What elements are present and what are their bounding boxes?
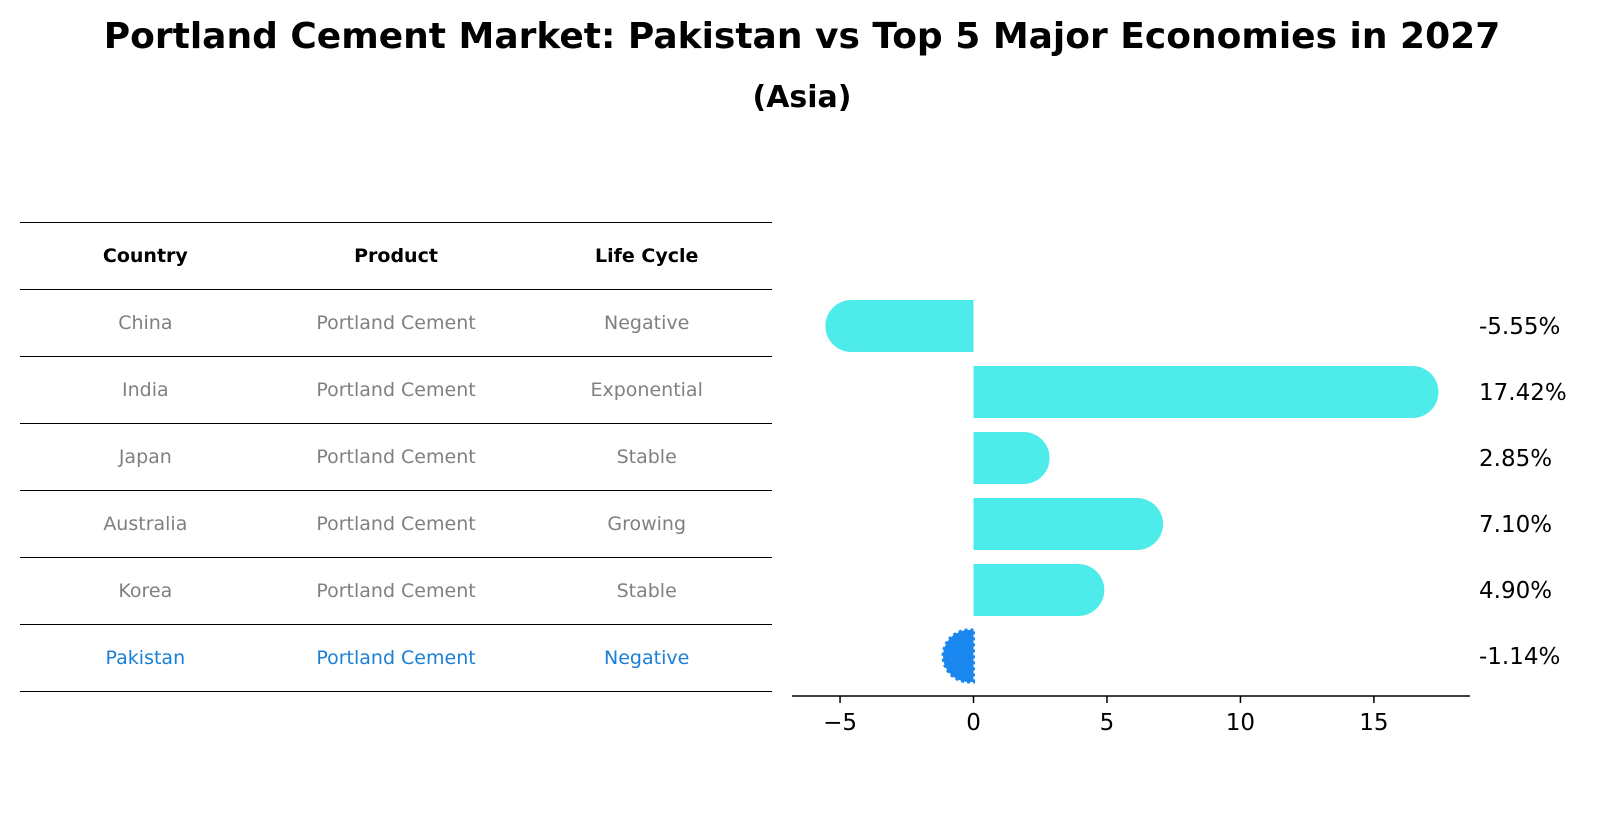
bar	[825, 300, 974, 352]
table-header-row: Country Product Life Cycle	[20, 222, 772, 289]
product-cell: Portland Cement	[316, 580, 476, 602]
life-cycle-cell: Exponential	[590, 379, 703, 401]
country-cell: India	[122, 379, 169, 401]
data-table: Country Product Life Cycle China Portlan…	[20, 222, 772, 692]
country-cell: Japan	[118, 446, 172, 468]
life-cycle-cell: Negative	[604, 647, 690, 669]
table-row: China Portland Cement Negative	[20, 289, 772, 356]
column-header-country: Country	[102, 245, 188, 267]
table-row-highlighted: Pakistan Portland Cement Negative	[20, 624, 772, 692]
life-cycle-cell: Growing	[607, 513, 687, 535]
x-tick-label: 5	[1100, 710, 1115, 736]
data-label: 4.90%	[1479, 578, 1552, 604]
column-header-product: Product	[354, 245, 438, 267]
column-header-life-cycle: Life Cycle	[594, 245, 699, 267]
country-cell: China	[118, 312, 173, 334]
country-cell: Pakistan	[105, 647, 186, 669]
chart-title: Portland Cement Market: Pakistan vs Top …	[103, 16, 1501, 57]
product-cell: Portland Cement	[316, 312, 476, 334]
bar	[973, 366, 1439, 418]
chart-subtitle: (Asia)	[752, 80, 852, 115]
table-row: India Portland Cement Exponential	[20, 356, 772, 423]
x-tick-label: 0	[966, 710, 981, 736]
life-cycle-cell: Stable	[616, 580, 677, 602]
data-label: 17.42%	[1479, 380, 1567, 406]
data-label: 7.10%	[1479, 512, 1552, 538]
x-tick-label: 15	[1359, 710, 1388, 736]
data-label: 2.85%	[1479, 446, 1552, 472]
table-row: Korea Portland Cement Stable	[20, 557, 772, 624]
life-cycle-cell: Stable	[616, 446, 677, 468]
bar	[973, 498, 1164, 550]
country-cell: Korea	[118, 580, 173, 602]
product-cell: Portland Cement	[316, 513, 476, 535]
x-tick-label: −5	[823, 710, 857, 736]
product-cell: Portland Cement	[316, 379, 476, 401]
table-row: Australia Portland Cement Growing	[20, 490, 772, 557]
data-label: -1.14%	[1479, 644, 1560, 670]
bar	[941, 628, 976, 684]
bar	[973, 564, 1105, 616]
data-label: -5.55%	[1479, 314, 1560, 340]
country-cell: Australia	[103, 513, 188, 535]
life-cycle-cell: Negative	[604, 312, 690, 334]
bar	[973, 432, 1050, 484]
product-cell: Portland Cement	[316, 647, 476, 669]
x-tick-label: 10	[1226, 710, 1255, 736]
product-cell: Portland Cement	[316, 446, 476, 468]
table-row: Japan Portland Cement Stable	[20, 423, 772, 490]
